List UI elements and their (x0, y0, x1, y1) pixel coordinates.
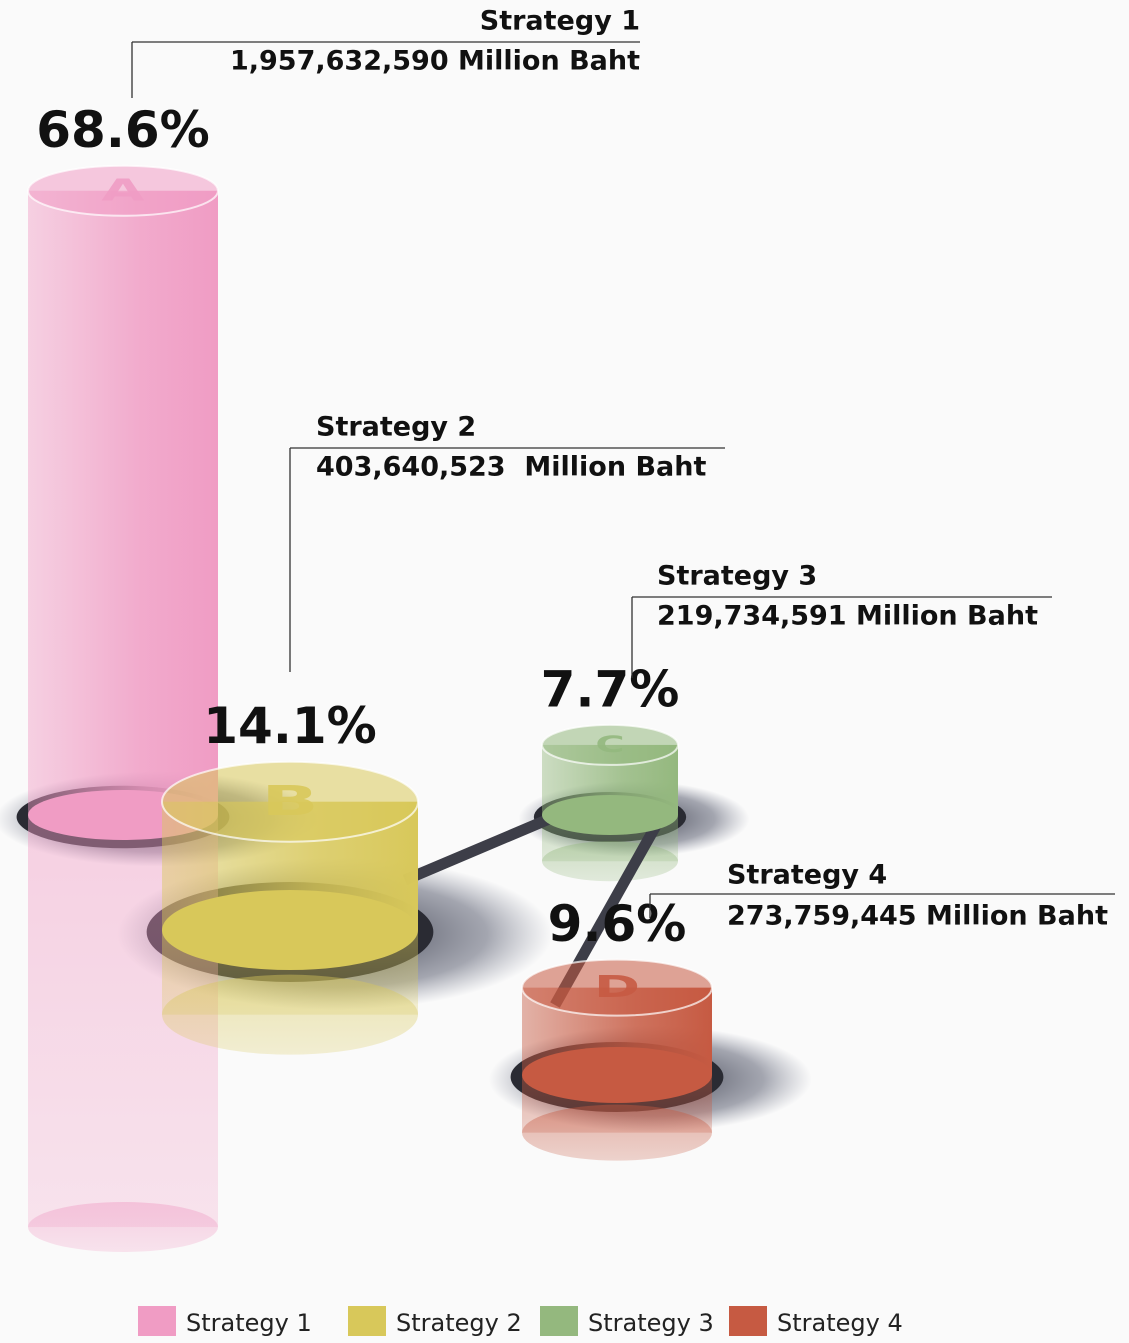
legend-label: Strategy 4 (777, 1309, 903, 1337)
cylinder-letter: B (261, 777, 318, 825)
callout-title: Strategy 3 (657, 561, 817, 592)
cylinder-top (27, 164, 219, 217)
cylinder-top (161, 760, 419, 843)
legend-swatch (540, 1306, 578, 1336)
callout-title: Strategy 2 (316, 412, 476, 443)
reflection (28, 1202, 218, 1253)
legend-label: Strategy 2 (396, 1309, 522, 1337)
callout-amount: 403,640,523 Million Baht (316, 452, 706, 483)
legend-swatch (729, 1306, 767, 1336)
legend-label: Strategy 1 (186, 1309, 312, 1337)
cylinder-body (28, 190, 218, 816)
reflection (162, 974, 418, 1055)
legend-swatch (138, 1306, 176, 1336)
callout-title: Strategy 1 (480, 6, 640, 37)
cylinder-letter: C (595, 732, 624, 758)
reflection (542, 841, 678, 882)
value-label: 9.6% (548, 895, 687, 953)
callout-amount: 1,957,632,590 Million Baht (230, 46, 640, 77)
legend-swatch (348, 1306, 386, 1336)
value-label: 7.7% (541, 660, 680, 718)
value-label: 68.6% (36, 101, 209, 159)
cylinder-top (541, 723, 679, 766)
callout-amount: 273,759,445 Million Baht (727, 901, 1108, 932)
callout-amount: 219,734,591 Million Baht (657, 601, 1038, 632)
value-label: 14.1% (203, 697, 376, 755)
reflection (522, 1104, 712, 1161)
callout-title: Strategy 4 (727, 860, 887, 891)
cylinder-letter: A (101, 172, 144, 208)
legend-label: Strategy 3 (588, 1309, 714, 1337)
cylinder-letter: D (594, 969, 640, 1005)
cylinder-top (521, 958, 713, 1017)
